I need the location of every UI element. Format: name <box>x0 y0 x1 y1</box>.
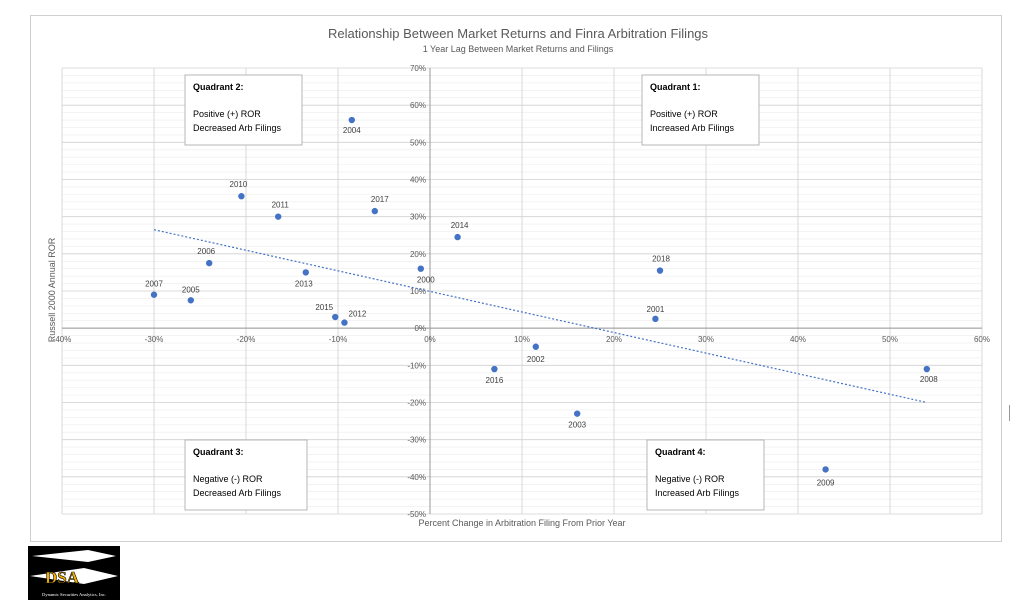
quadrant-title: Quadrant 4: <box>655 447 706 457</box>
quadrant-annotations: Quadrant 2: Positive (+) ROR Decreased Arb… <box>184 74 765 511</box>
quadrant-line1: Negative (-) ROR <box>655 474 725 484</box>
data-label-2014: 2014 <box>451 221 469 230</box>
y-tick-label: -30% <box>407 436 426 445</box>
quadrant-line1: Positive (+) ROR <box>193 109 261 119</box>
data-label-2009: 2009 <box>817 478 835 487</box>
trend-line <box>153 229 927 404</box>
x-tick-label: 40% <box>790 335 806 344</box>
quadrant-line1: Positive (+) ROR <box>650 109 718 119</box>
y-tick-label: 70% <box>410 64 426 73</box>
data-point-2014 <box>454 233 461 241</box>
y-tick-label: 20% <box>410 250 426 259</box>
data-label-2018: 2018 <box>652 255 670 264</box>
x-tick-label: -10% <box>329 335 348 344</box>
quadrant-line1: Negative (-) ROR <box>193 474 263 484</box>
data-label-2016: 2016 <box>486 376 504 385</box>
y-tick-label: 10% <box>410 287 426 296</box>
data-point-2008 <box>923 365 930 373</box>
y-tick-label: 50% <box>410 138 426 147</box>
data-point-2011 <box>275 213 282 220</box>
data-label-2013: 2013 <box>295 279 313 288</box>
x-tick-label: 50% <box>882 335 898 344</box>
y-axis-label: Russell 2000 Annual ROR <box>47 237 57 342</box>
quadrant-title: Quadrant 1: <box>650 82 701 92</box>
company-logo: DSA Dynamic Securities Analytics, Inc. <box>28 546 120 600</box>
quadrant-box-q1: Quadrant 1: Positive (+) ROR Increased Arb… <box>641 74 760 146</box>
edge-mark <box>1009 405 1010 421</box>
scatter-chart: Relationship Between Market Returns and … <box>47 26 990 528</box>
data-point-2006 <box>206 259 213 267</box>
data-point-2009 <box>822 466 829 473</box>
data-point-2012 <box>341 319 348 326</box>
data-point-2010 <box>238 193 245 200</box>
x-tick-label: -30% <box>145 335 164 344</box>
y-tick-label: -50% <box>407 510 426 519</box>
data-label-2001: 2001 <box>647 305 665 314</box>
axes: -40% -30% -20% -10% 0% 10% 20% 30% 40% 50% 60% -50%… <box>53 64 990 519</box>
x-tick-label: 30% <box>698 335 714 344</box>
quadrant-title: Quadrant 2: <box>193 82 244 92</box>
data-label-2007: 2007 <box>145 280 163 289</box>
data-point-2007 <box>150 291 158 298</box>
data-point-2013 <box>302 269 309 276</box>
x-tick-label: 60% <box>974 335 990 344</box>
logo-letters: DSA <box>45 568 80 587</box>
data-label-2017: 2017 <box>371 195 389 204</box>
quadrant-line2: Increased Arb Filings <box>655 488 740 498</box>
data-point-2018 <box>656 267 664 274</box>
quadrant-box-q3: Quadrant 3: Negative (-) ROR Decreased Arb… <box>184 439 308 511</box>
data-label-2008: 2008 <box>920 375 938 384</box>
quadrant-box-q4: Quadrant 4: Negative (-) ROR Increased Arb… <box>646 439 765 511</box>
logo-company-name: Dynamic Securities Analytics, Inc. <box>42 592 106 598</box>
y-tick-label: 60% <box>410 101 426 110</box>
trendline <box>153 229 927 404</box>
quadrant-title: Quadrant 3: <box>193 447 244 457</box>
x-tick-label: 10% <box>514 335 530 344</box>
data-label-2005: 2005 <box>182 285 200 294</box>
x-tick-label: 20% <box>606 335 622 344</box>
quadrant-line2: Decreased Arb Filings <box>193 488 282 498</box>
data-label-2003: 2003 <box>568 421 586 430</box>
data-point-2005 <box>187 297 194 304</box>
x-tick-label: 0% <box>424 335 436 344</box>
y-tick-label: -20% <box>407 399 426 408</box>
data-label-2004: 2004 <box>343 126 361 135</box>
quadrant-line2: Increased Arb Filings <box>650 123 735 133</box>
y-tick-label: -10% <box>407 361 426 370</box>
y-tick-label: 40% <box>410 176 426 185</box>
x-tick-label: -40% <box>53 335 72 344</box>
data-point-2001 <box>652 315 659 323</box>
y-tick-label: 30% <box>410 213 426 222</box>
data-point-2000 <box>417 265 424 272</box>
grid <box>61 67 983 515</box>
chart-subtitle: 1 Year Lag Between Market Returns and Fi… <box>423 44 614 54</box>
x-axis-label: Percent Change in Arbitration Filing Fro… <box>418 518 625 528</box>
data-point-2015 <box>332 313 339 321</box>
data-label-2002: 2002 <box>527 355 545 364</box>
data-label-2012: 2012 <box>349 310 367 319</box>
data-label-2006: 2006 <box>197 247 215 256</box>
data-label-2015: 2015 <box>315 303 333 312</box>
quadrant-line2: Decreased Arb Filings <box>193 123 282 133</box>
data-point-2016 <box>491 365 498 373</box>
data-point-2017 <box>371 207 378 215</box>
data-point-2003 <box>574 410 581 417</box>
data-point-2004 <box>348 116 355 124</box>
data-label-2000: 2000 <box>417 276 435 285</box>
x-tick-label: -20% <box>237 335 256 344</box>
data-label-2011: 2011 <box>272 201 290 210</box>
data-label-2010: 2010 <box>230 180 248 189</box>
y-tick-label: -40% <box>407 473 426 482</box>
data-point-2002 <box>532 343 539 350</box>
quadrant-box-q2: Quadrant 2: Positive (+) ROR Decreased Arb… <box>184 74 303 146</box>
data-points: 2004 2010 2011 2017 2014 2006 2013 2000 2018 2007… <box>145 116 938 487</box>
chart-title: Relationship Between Market Returns and … <box>328 26 709 41</box>
y-tick-label: 0% <box>414 324 426 333</box>
